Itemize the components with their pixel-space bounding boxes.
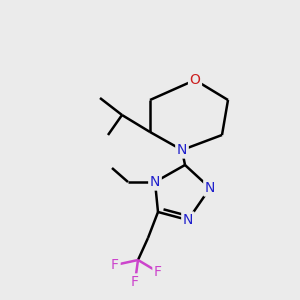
- Text: F: F: [154, 265, 162, 279]
- Text: N: N: [177, 143, 187, 157]
- Text: F: F: [131, 275, 139, 289]
- Text: N: N: [150, 175, 160, 189]
- Text: N: N: [205, 181, 215, 195]
- Text: F: F: [111, 258, 119, 272]
- Text: N: N: [183, 213, 193, 227]
- Text: O: O: [190, 73, 200, 87]
